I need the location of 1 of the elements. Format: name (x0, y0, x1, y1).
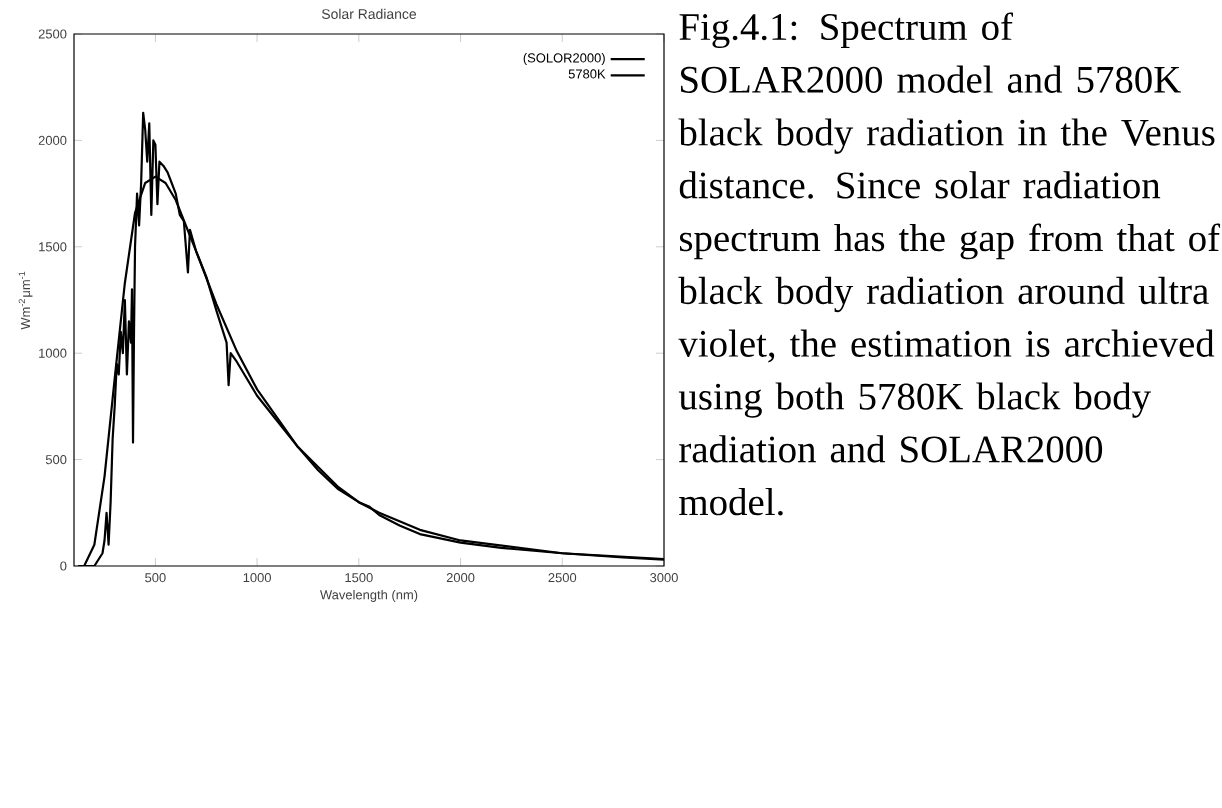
text: Fig.4.1: Spectrum of SOLAR2000 model and 5780K black body radiation in the Venus distance. Since solar radiation spectrum has the gap from that of black body radiation around ultra violet, the estimation is archieved using both 5780K black body radiation and SOLAR2000 model. (678, 12, 1221, 516)
